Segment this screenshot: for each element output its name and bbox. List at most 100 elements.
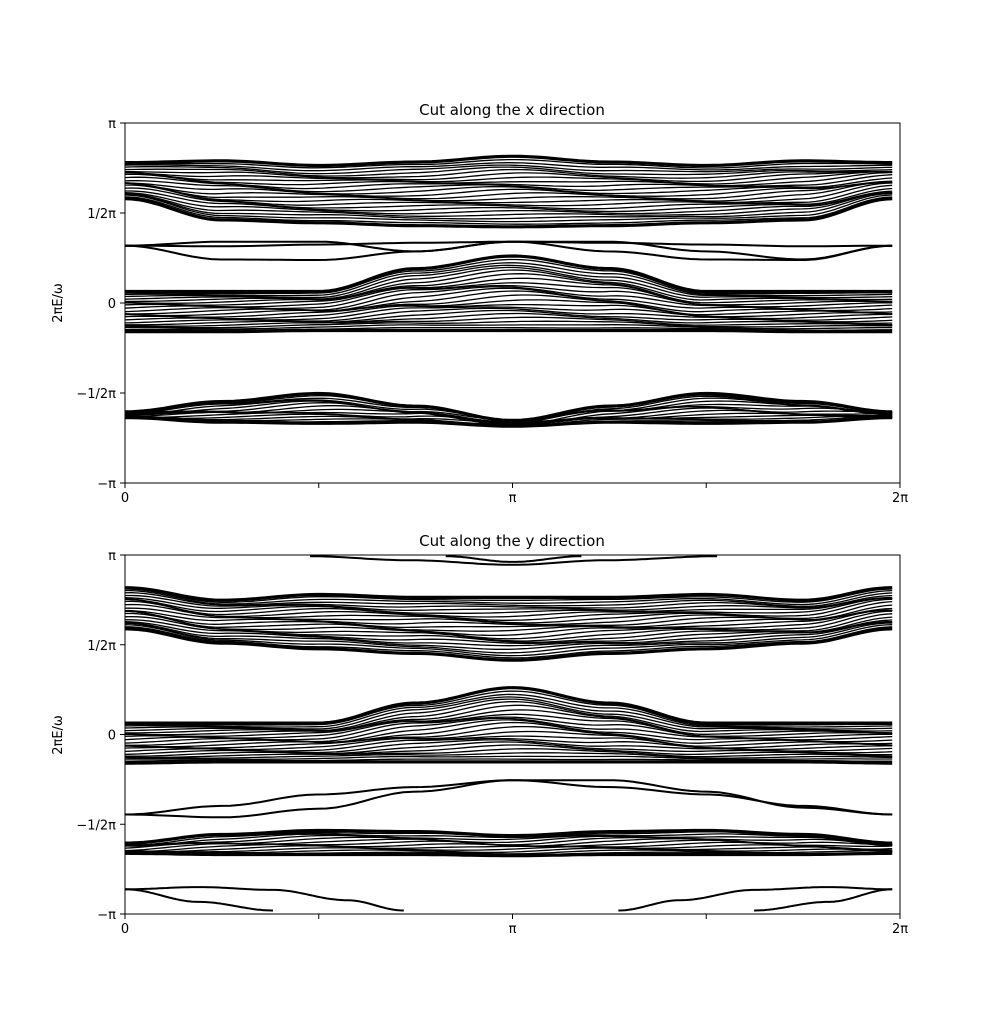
band-line (124, 725, 893, 748)
panel-y-cut: Cut along the y direction 2πE/ω 0 π 2π −π −1… (51, 532, 908, 937)
y-tick-label: 0 (108, 297, 116, 312)
band-line (125, 328, 893, 334)
band-line (124, 696, 893, 730)
band-line (124, 713, 893, 739)
edge-state-line (124, 779, 893, 819)
band-line (125, 254, 893, 294)
band-line (125, 851, 893, 856)
x-tick-label: 2π (892, 922, 908, 937)
band-line (125, 326, 893, 331)
y-tick-label: 1/2π (87, 639, 116, 654)
band-line (124, 405, 893, 426)
band-line (124, 588, 893, 603)
band-line (124, 752, 893, 759)
band-line (124, 197, 893, 229)
band-line (124, 735, 893, 751)
band-line (124, 182, 893, 197)
band-line (124, 162, 893, 172)
band-0 (124, 586, 893, 662)
band-line (124, 192, 893, 220)
band-1 (124, 254, 893, 334)
plot-area (124, 154, 893, 428)
band-line (124, 294, 893, 317)
band-line (124, 586, 893, 602)
y-tick-label: −1/2π (76, 387, 116, 402)
ticks: 0 π 2π −π −1/2π 0 1/2π π (76, 117, 908, 506)
band-line (125, 158, 893, 169)
band-line (124, 596, 893, 612)
band-line (124, 609, 893, 629)
band-line (124, 192, 893, 217)
band-line (124, 589, 893, 606)
band-line (124, 171, 893, 187)
chart-title: Cut along the x direction (419, 101, 605, 119)
band-line (125, 693, 893, 728)
band-line (124, 597, 893, 618)
band-0 (124, 154, 893, 229)
band-line (125, 154, 893, 168)
band-line (124, 266, 893, 301)
band-line (124, 597, 893, 614)
band-2 (124, 391, 893, 428)
band-line (124, 592, 893, 607)
chart-title: Cut along the y direction (419, 532, 605, 550)
band-line (124, 698, 893, 732)
band-line (124, 620, 893, 647)
x-tick-label: 0 (121, 491, 129, 506)
edge-state-line (125, 886, 404, 912)
band-line (124, 845, 893, 853)
band-line (125, 269, 893, 303)
plot-area (124, 555, 893, 912)
band-line (124, 833, 893, 847)
band-line (124, 391, 893, 422)
edge-state-line (124, 240, 893, 261)
y-tick-label: π (108, 117, 116, 132)
band-line (124, 180, 893, 195)
x-tick-label: π (509, 922, 517, 937)
band-line (124, 730, 893, 749)
band-line (124, 196, 893, 225)
panel-x-cut: Cut along the x direction 2πE/ω 0 π 2π −π −1… (51, 101, 908, 506)
band-line (125, 758, 893, 762)
band-line (125, 721, 893, 746)
band-line (124, 306, 893, 321)
band-line (124, 612, 893, 642)
y-tick-label: −π (97, 908, 116, 923)
edge-state-line (754, 888, 893, 912)
band-line (124, 622, 893, 654)
edge-state-line (618, 886, 893, 912)
y-tick-label: −1/2π (76, 818, 116, 833)
band-line (125, 849, 893, 855)
band-line (125, 836, 893, 846)
band-line (125, 312, 893, 326)
band-line (124, 303, 893, 320)
y-axis-label: 2πE/ω (51, 715, 66, 755)
x-tick-label: 2π (892, 491, 908, 506)
y-tick-label: π (108, 549, 116, 564)
y-tick-label: −π (97, 477, 116, 492)
edge-state-line (309, 555, 718, 566)
band-line (124, 838, 893, 848)
x-tick-label: π (509, 491, 517, 506)
band-line (125, 262, 893, 297)
band-line (125, 258, 893, 295)
band-line (124, 182, 893, 204)
band-line (124, 598, 893, 621)
band-line (124, 181, 893, 200)
band-line (124, 168, 893, 179)
band-line (124, 847, 893, 854)
edge-state-line (124, 779, 893, 816)
band-line (124, 626, 893, 659)
band-line (124, 402, 893, 425)
x-tick-label: 0 (121, 922, 129, 937)
y-tick-label: 0 (108, 729, 116, 744)
band-line (124, 627, 893, 662)
ticks: 0 π 2π −π −1/2π 0 1/2π π (76, 549, 908, 937)
band-1 (124, 686, 893, 765)
band-line (125, 190, 893, 213)
band-line (124, 184, 893, 207)
band-line (124, 290, 893, 315)
y-tick-label: 1/2π (87, 207, 116, 222)
band-line (125, 700, 893, 734)
